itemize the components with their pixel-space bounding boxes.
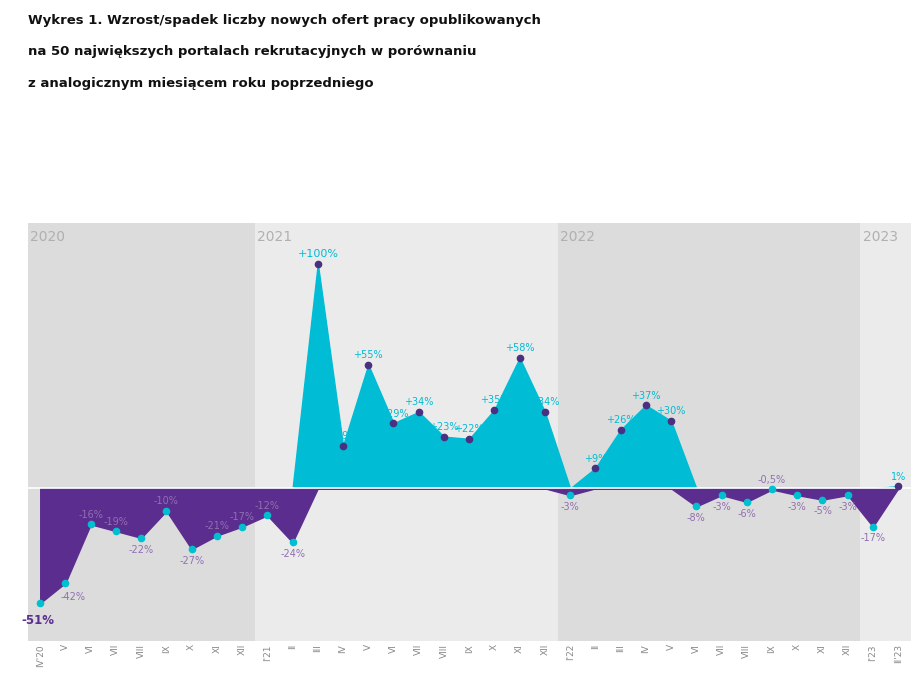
Text: -19%: -19%	[103, 516, 129, 526]
Text: +35%: +35%	[479, 395, 508, 405]
Text: z analogicznym miesiącem roku poprzedniego: z analogicznym miesiącem roku poprzednie…	[28, 77, 373, 90]
Text: -17%: -17%	[859, 533, 884, 544]
Text: -3%: -3%	[837, 502, 857, 512]
Text: +29%: +29%	[379, 408, 408, 419]
Text: 2021: 2021	[257, 230, 292, 244]
Text: +19%: +19%	[328, 431, 357, 441]
Text: 2023: 2023	[862, 230, 897, 244]
Text: +100%: +100%	[297, 249, 338, 259]
Text: -10%: -10%	[153, 496, 178, 506]
Bar	[557, 223, 859, 641]
Bar	[859, 223, 910, 641]
Bar	[255, 223, 557, 641]
Text: +9%: +9%	[584, 454, 607, 464]
Text: -3%: -3%	[787, 502, 806, 512]
Text: 2022: 2022	[560, 230, 595, 244]
Text: -51%: -51%	[21, 614, 54, 627]
Text: -16%: -16%	[78, 510, 103, 520]
Text: +23%: +23%	[429, 422, 459, 432]
Text: +26%: +26%	[606, 415, 635, 425]
Text: -3%: -3%	[561, 502, 579, 512]
Text: -24%: -24%	[279, 549, 305, 559]
Bar	[28, 223, 255, 641]
Text: -5%: -5%	[812, 506, 831, 516]
Text: Wykres 1. Wzrost/spadek liczby nowych ofert pracy opublikowanych: Wykres 1. Wzrost/spadek liczby nowych of…	[28, 14, 539, 27]
Text: -8%: -8%	[686, 513, 705, 523]
Text: -42%: -42%	[61, 592, 85, 602]
Text: +55%: +55%	[353, 350, 382, 360]
Text: -6%: -6%	[737, 509, 755, 519]
Text: -22%: -22%	[129, 544, 153, 555]
Text: na 50 największych portalach rekrutacyjnych w porównaniu: na 50 największych portalach rekrutacyjn…	[28, 45, 476, 59]
Text: -0,5%: -0,5%	[757, 475, 785, 485]
Text: -21%: -21%	[204, 521, 229, 531]
Text: +58%: +58%	[505, 344, 534, 353]
Text: -27%: -27%	[179, 556, 204, 566]
Text: 1%: 1%	[890, 472, 905, 482]
Text: +34%: +34%	[403, 397, 433, 408]
Text: 2020: 2020	[30, 230, 65, 244]
Text: +37%: +37%	[630, 390, 660, 401]
Text: +22%: +22%	[454, 424, 483, 434]
Text: +34%: +34%	[529, 397, 559, 408]
Text: -3%: -3%	[711, 502, 730, 512]
Text: -12%: -12%	[255, 501, 279, 511]
Text: -17%: -17%	[230, 512, 255, 522]
Text: +30%: +30%	[655, 406, 685, 416]
